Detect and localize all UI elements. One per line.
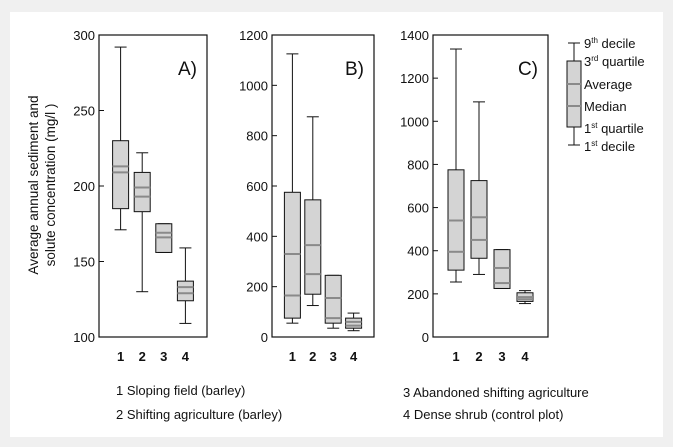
category-label: 2	[475, 349, 482, 364]
box-2	[133, 152, 151, 293]
figure-panel	[10, 12, 663, 437]
iqr-box	[345, 317, 363, 329]
legend-item-2: 2 Shifting agriculture (barley)	[116, 407, 282, 422]
category-legend: 1 Sloping field (barley) 2 Shifting agri…	[116, 383, 589, 422]
iqr-box	[176, 280, 194, 302]
iqr-box	[470, 180, 488, 259]
y-tick-label: 200	[73, 179, 95, 194]
panel-title: A)	[178, 59, 197, 80]
y-tick-label: 200	[407, 287, 429, 302]
box-3	[155, 223, 173, 253]
y-tick-label: 600	[407, 201, 429, 216]
category-label: 3	[330, 349, 337, 364]
y-tick-label: 250	[73, 104, 95, 119]
boxplot-key: 9th decile 3rd quartile Average Median 1…	[566, 36, 645, 154]
key-d1-label: 1st decile	[584, 139, 635, 154]
key-box	[566, 60, 582, 128]
panel-2: 0 200 400 600 800 1000 1200 B) 1 2 3 4	[239, 28, 375, 364]
iqr-box	[324, 274, 342, 324]
category-label: 3	[160, 349, 167, 364]
category-label: 3	[498, 349, 505, 364]
y-axis-title-line1: Average annual sediment and	[26, 95, 41, 274]
y-tick-label: 800	[407, 157, 429, 172]
key-average-label: Average	[584, 77, 632, 92]
category-label: 1	[117, 349, 124, 364]
y-tick-label: 400	[246, 229, 268, 244]
box-1	[447, 48, 465, 283]
box-3	[493, 249, 511, 289]
y-tick-label: 1200	[239, 28, 268, 43]
box-4	[345, 312, 363, 332]
y-tick-label: 600	[246, 179, 268, 194]
y-tick-label: 0	[261, 330, 268, 345]
iqr-box	[112, 140, 130, 210]
category-label: 4	[521, 349, 529, 364]
key-median-label: Median	[584, 99, 627, 114]
box-1	[283, 53, 301, 324]
y-tick-label: 1200	[400, 71, 429, 86]
key-d9-label: 9th decile	[584, 36, 635, 51]
category-label: 2	[309, 349, 316, 364]
y-axis-title: Average annual sediment and solute conce…	[26, 95, 58, 274]
iqr-box	[304, 199, 322, 295]
y-tick-label: 300	[73, 28, 95, 43]
panel-3: 0 200 400 600 800 1000 1200 1400 C) 1 2 3 4	[400, 28, 549, 364]
key-q1-label: 1st quartile	[584, 121, 644, 136]
box-4	[176, 247, 194, 324]
panel-frame	[432, 34, 549, 338]
legend-item-3: 3 Abandoned shifting agriculture	[403, 385, 589, 400]
panel-1: 100 150 200 250 300 A) 1 2 3 4	[73, 28, 208, 364]
iqr-box	[133, 171, 151, 213]
box-4	[516, 290, 534, 305]
category-label: 4	[182, 349, 190, 364]
y-tick-label: 200	[246, 280, 268, 295]
y-tick-label: 400	[407, 244, 429, 259]
category-label: 2	[139, 349, 146, 364]
panel-title: B)	[345, 59, 364, 80]
legend-item-1: 1 Sloping field (barley)	[116, 383, 245, 398]
category-label: 1	[452, 349, 459, 364]
y-tick-label: 150	[73, 255, 95, 270]
category-label: 4	[350, 349, 358, 364]
y-tick-label: 1000	[239, 78, 268, 93]
iqr-box	[283, 191, 301, 319]
y-tick-label: 100	[73, 330, 95, 345]
iqr-box	[493, 249, 511, 289]
box-1	[112, 46, 130, 231]
box-2	[304, 116, 322, 307]
box-3	[324, 274, 342, 329]
y-tick-label: 1400	[400, 28, 429, 43]
category-label: 1	[289, 349, 296, 364]
y-tick-label: 0	[422, 330, 429, 345]
y-axis-title-line2: solute concentration (mg/l )	[43, 104, 58, 267]
y-tick-label: 1000	[400, 114, 429, 129]
y-tick-label: 800	[246, 129, 268, 144]
key-q3-label: 3rd quartile	[584, 54, 645, 69]
panel-title: C)	[518, 59, 538, 80]
box-2	[470, 101, 488, 275]
legend-item-4: 4 Dense shrub (control plot)	[403, 407, 563, 422]
